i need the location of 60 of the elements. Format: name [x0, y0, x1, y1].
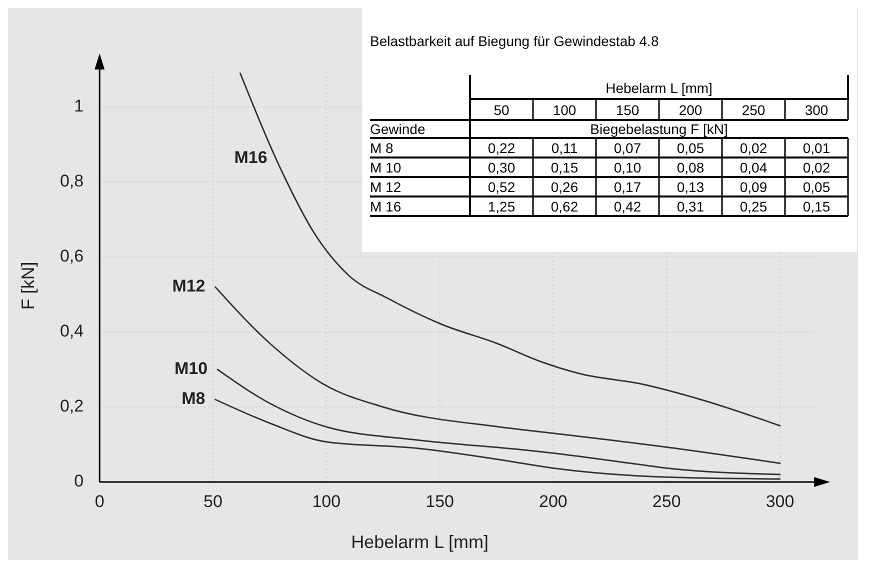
- annotation: 0,11: [551, 140, 578, 156]
- annotation: M 16: [370, 198, 402, 214]
- x-tick-label: 200: [539, 492, 568, 511]
- y-axis-title: F [kN]: [18, 262, 38, 310]
- annotation: 0,10: [614, 160, 642, 176]
- annotation: 0,42: [614, 198, 642, 214]
- annotation: 1,25: [488, 198, 516, 214]
- annotation: Biegebelastung F [kN]: [590, 121, 728, 137]
- annotation: 50: [494, 102, 510, 118]
- text: Belastbarkeit auf Biegung für Gewindestab 4.8: [370, 33, 659, 49]
- series-label: M12: [172, 276, 206, 296]
- annotation: 250: [742, 102, 766, 118]
- annotation: 150: [616, 102, 640, 118]
- x-axis-title: Hebelarm L [mm]: [351, 532, 488, 552]
- annotation: 0,04: [740, 160, 768, 176]
- annotation: M 8: [370, 140, 394, 156]
- annotation: 0,02: [802, 160, 830, 176]
- x-tick-label: 50: [204, 492, 222, 511]
- annotation: 100: [552, 102, 576, 118]
- x-tick-label: 0: [94, 492, 104, 511]
- line-series: [214, 398, 781, 480]
- annotation: 0,30: [488, 160, 516, 176]
- annotation: M 10: [370, 160, 402, 176]
- y-tick-label: 1: [74, 96, 84, 116]
- annotation: 0,31: [676, 198, 704, 214]
- y-tick-label: 0,8: [60, 171, 84, 190]
- y-tick-label: 0: [74, 471, 84, 490]
- series-label: M10: [174, 358, 208, 378]
- annotation: M 12: [370, 179, 402, 195]
- annotation: 0,52: [488, 179, 516, 195]
- series-label: M16: [234, 148, 268, 167]
- annotation: 0,15: [802, 198, 830, 214]
- annotation: Gewinde: [370, 121, 426, 137]
- x-tick-label: 100: [312, 492, 341, 511]
- line-series: [216, 368, 781, 476]
- y-tick-label: 0,4: [60, 321, 84, 340]
- annotation: 0,08: [676, 160, 704, 176]
- annotation: 0,05: [676, 140, 704, 156]
- annotation: 0,09: [740, 179, 768, 195]
- y-tick-label: 0,6: [60, 246, 84, 266]
- x-tick-label: 150: [426, 492, 454, 511]
- annotation: 300: [804, 102, 828, 118]
- annotation: 0,02: [740, 140, 768, 156]
- y-tick-label: 0,2: [60, 396, 84, 416]
- annotation: 0,15: [550, 160, 578, 176]
- annotation: Hebelarm L [mm]: [606, 80, 712, 96]
- annotation: 0,62: [550, 198, 578, 214]
- annotation: 0,13: [676, 179, 704, 195]
- x-tick-label: 300: [766, 492, 794, 511]
- series-label: M8: [182, 388, 206, 408]
- annotation: 200: [678, 102, 702, 118]
- annotation: 0,26: [550, 179, 578, 195]
- line-series: [214, 286, 781, 464]
- annotation: 0,22: [488, 140, 516, 156]
- annotation: 0,07: [614, 140, 642, 156]
- annotation: 0,05: [802, 179, 830, 195]
- annotation: 0,01: [802, 140, 830, 156]
- annotation: 0,17: [614, 179, 642, 195]
- x-tick-label: 250: [652, 492, 681, 511]
- annotation: 0,25: [740, 198, 768, 214]
